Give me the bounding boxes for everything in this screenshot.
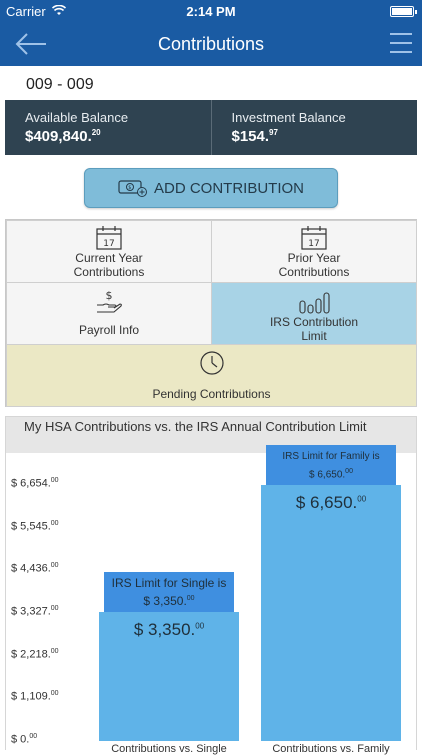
y-tick-value: $ 5,545.: [11, 520, 51, 533]
nav-bar: Contributions: [0, 22, 422, 66]
irs-limit-line1: IRS Limit for Family is: [282, 451, 380, 463]
y-tick-value: $ 4,436.: [11, 562, 51, 575]
y-tick-value: $ 3,327.: [11, 605, 51, 618]
tile-pending-label: Pending Contributions: [152, 387, 271, 401]
investment-balance-cents: 97: [269, 128, 278, 137]
irs-limit-line2: $ 6,650.00: [266, 464, 396, 482]
irs-limit-line1: IRS Limit for Single is: [111, 576, 227, 591]
y-tick-cents: 00: [50, 690, 59, 698]
y-tick-cents: 00: [50, 605, 59, 612]
bar-chart-icon: [299, 292, 330, 314]
irs-limit-amount: $ 6,650.: [309, 469, 346, 481]
investment-balance-value: $154.: [231, 128, 270, 145]
y-tick-label: $ 5,545.00: [11, 520, 59, 533]
clock-time: 2:14 PM: [186, 4, 236, 19]
chart-bar[interactable]: [99, 612, 239, 741]
irs-limit-label: IRS Limit for Family is $ 6,650.00: [266, 445, 396, 486]
available-balance-label: Available Balance: [25, 110, 129, 125]
tile-irs-line1: IRS Contribution: [269, 315, 359, 329]
account-number: 009 - 009: [26, 76, 94, 93]
x-category-label: Contributions vs. Family: [272, 743, 390, 755]
y-tick-label: $ 0.00: [11, 733, 37, 746]
tile-prior-year-line2: Contributions: [278, 265, 350, 279]
y-tick-cents: 00: [50, 647, 59, 655]
available-balance-value-wrap: $409,840.20: [25, 128, 211, 145]
add-contribution-button[interactable]: $ ADD CONTRIBUTION: [84, 168, 338, 208]
tile-current-year-line1: Current Year: [75, 251, 143, 265]
clock-icon: [199, 351, 224, 375]
money-add-icon: $: [118, 180, 147, 197]
hand-money-icon: $: [97, 289, 122, 313]
y-tick-value: $ 2,218.: [11, 648, 51, 661]
available-balance-cents: 20: [91, 128, 101, 137]
contribution-chart-card: My HSA Contributions vs. the IRS Annual …: [5, 416, 417, 755]
tile-payroll-info[interactable]: $ Payroll Info: [6, 282, 212, 345]
y-tick-label: $ 1,109.00: [11, 690, 59, 703]
y-tick-cents: 00: [50, 477, 59, 484]
investment-balance: Investment Balance $154.97: [210, 100, 418, 155]
y-tick-label: $ 6,654.00: [11, 477, 59, 490]
contribution-menu-grid: 17 Current Year Contributions 17 Prior Y…: [5, 219, 417, 407]
chart-bar[interactable]: [261, 485, 401, 741]
bar-value-cents: 00: [357, 494, 367, 504]
y-tick-cents: 00: [50, 562, 59, 570]
tile-irs-contribution-limit[interactable]: IRS Contribution Limit: [211, 282, 417, 345]
y-tick-label: $ 2,218.00: [11, 648, 59, 661]
arrow-left-icon[interactable]: [14, 32, 48, 56]
investment-balance-label: Investment Balance: [231, 110, 346, 125]
carrier-label: Carrier: [6, 4, 46, 19]
y-tick-cents: 00: [29, 733, 38, 740]
calendar-icon: 17: [96, 226, 122, 250]
y-tick-value: $ 0.: [11, 733, 30, 746]
irs-limit-cents: 00: [186, 595, 195, 603]
hamburger-icon[interactable]: [390, 33, 412, 53]
bar-value-label: $ 3,350.00: [99, 620, 239, 640]
page-title: Contributions: [157, 34, 265, 54]
y-tick-label: $ 4,436.00: [11, 562, 59, 575]
bar-value-main: $ 6,650.: [295, 493, 358, 513]
irs-limit-cents: 00: [345, 468, 353, 476]
tile-payroll-label: Payroll Info: [78, 323, 140, 337]
investment-balance-value-wrap: $154.97: [232, 128, 418, 145]
y-tick-cents: 00: [50, 519, 59, 527]
chart-area: $ 0.00 $ 1,109.00 $ 2,218.00 $ 3,327.00 $ 4,…: [6, 445, 416, 755]
wifi-icon: [52, 5, 66, 15]
irs-limit-line2: $ 3,350.00: [104, 591, 234, 609]
tile-current-year-line2: Contributions: [73, 265, 145, 279]
y-tick-label: $ 3,327.00: [11, 605, 59, 618]
tile-pending-contributions[interactable]: Pending Contributions: [6, 344, 417, 407]
tile-irs-line2: Limit: [301, 329, 327, 343]
tile-current-year-contributions[interactable]: 17 Current Year Contributions: [6, 220, 212, 283]
calendar-icon: 17: [301, 226, 327, 250]
available-balance: Available Balance $409,840.20: [5, 100, 211, 155]
balance-panel: Available Balance $409,840.20 Investment…: [5, 100, 417, 155]
svg-text:$: $: [128, 185, 131, 191]
svg-text:$: $: [106, 289, 113, 302]
y-tick-value: $ 6,654.: [11, 477, 51, 490]
calendar-day: 17: [308, 239, 319, 249]
bar-value-label: $ 6,650.00: [261, 493, 401, 513]
calendar-day: 17: [103, 239, 114, 249]
bar-value-main: $ 3,350.: [133, 620, 196, 640]
battery-icon: [390, 6, 417, 17]
tile-prior-year-contributions[interactable]: 17 Prior Year Contributions: [211, 220, 417, 283]
tile-prior-year-line1: Prior Year: [287, 251, 341, 265]
irs-limit-amount: $ 3,350.: [143, 594, 187, 609]
add-contribution-label: ADD CONTRIBUTION: [154, 179, 304, 197]
bar-value-cents: 00: [195, 621, 205, 631]
available-balance-value: $409,840.: [25, 128, 92, 145]
status-bar: Carrier 2:14 PM: [0, 0, 422, 22]
x-category-label: Contributions vs. Single: [111, 743, 227, 755]
irs-limit-label: IRS Limit for Single is $ 3,350.00: [104, 572, 234, 613]
y-tick-value: $ 1,109.: [11, 690, 51, 703]
